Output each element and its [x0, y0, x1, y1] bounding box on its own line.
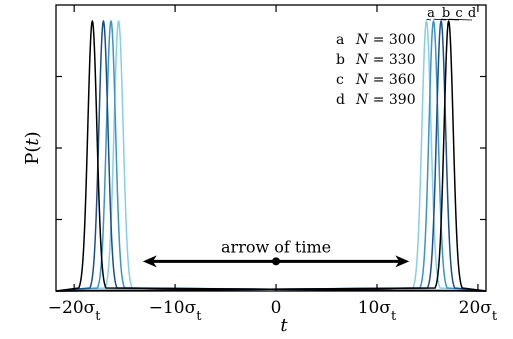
curves-group — [55, 19, 487, 292]
legend-letter-a: a — [336, 32, 344, 48]
x-tick-label-4: 20σt — [459, 298, 498, 324]
peak-leader-a — [426, 18, 432, 21]
peak-letter-b: b — [442, 6, 450, 21]
arrow-label: arrow of time — [221, 237, 331, 256]
x-tick-label-0: −20σt — [48, 298, 101, 324]
legend-entry-a: N = 300 — [355, 32, 416, 48]
x-tick-label-1: −10σt — [149, 298, 202, 324]
legend-letter-c: c — [336, 72, 344, 88]
series-a-peak-right — [55, 19, 487, 292]
peak-letter-a: a — [427, 6, 435, 21]
x-tick-label-3: 10σt — [358, 298, 397, 324]
legend-entry-b: N = 330 — [355, 52, 416, 68]
legend: a N = 300 b N = 330 c N = 360 d N = 390 — [336, 32, 416, 108]
arrow-of-time: arrow of time — [142, 237, 410, 268]
series-d-peak-right — [55, 19, 487, 292]
arrow-center-dot — [272, 257, 281, 266]
series-b-peak-right — [55, 19, 487, 292]
peak-leader-b — [433, 18, 447, 21]
arrow-head-right — [395, 255, 410, 268]
series-a-peak-left — [55, 19, 487, 292]
x-axis-label: t — [280, 315, 288, 336]
ticks-group: −20σt −10σt 0 10σt 20σt — [48, 5, 498, 324]
legend-letter-b: b — [336, 52, 345, 68]
y-axis-label: P(t) — [22, 131, 43, 164]
series-d-peak-left — [55, 19, 487, 292]
legend-entry-d: N = 390 — [355, 92, 416, 108]
arrow-head-left — [142, 255, 157, 268]
peak-letter-c: c — [455, 6, 462, 21]
x-tick-label-2: 0 — [271, 298, 282, 318]
peak-leader-d — [448, 18, 473, 21]
series-c-peak-right — [55, 19, 487, 292]
peak-letter-d: d — [468, 6, 476, 21]
series-c-peak-left — [55, 19, 487, 292]
legend-entry-c: N = 360 — [355, 72, 416, 88]
legend-letter-d: d — [336, 92, 345, 108]
